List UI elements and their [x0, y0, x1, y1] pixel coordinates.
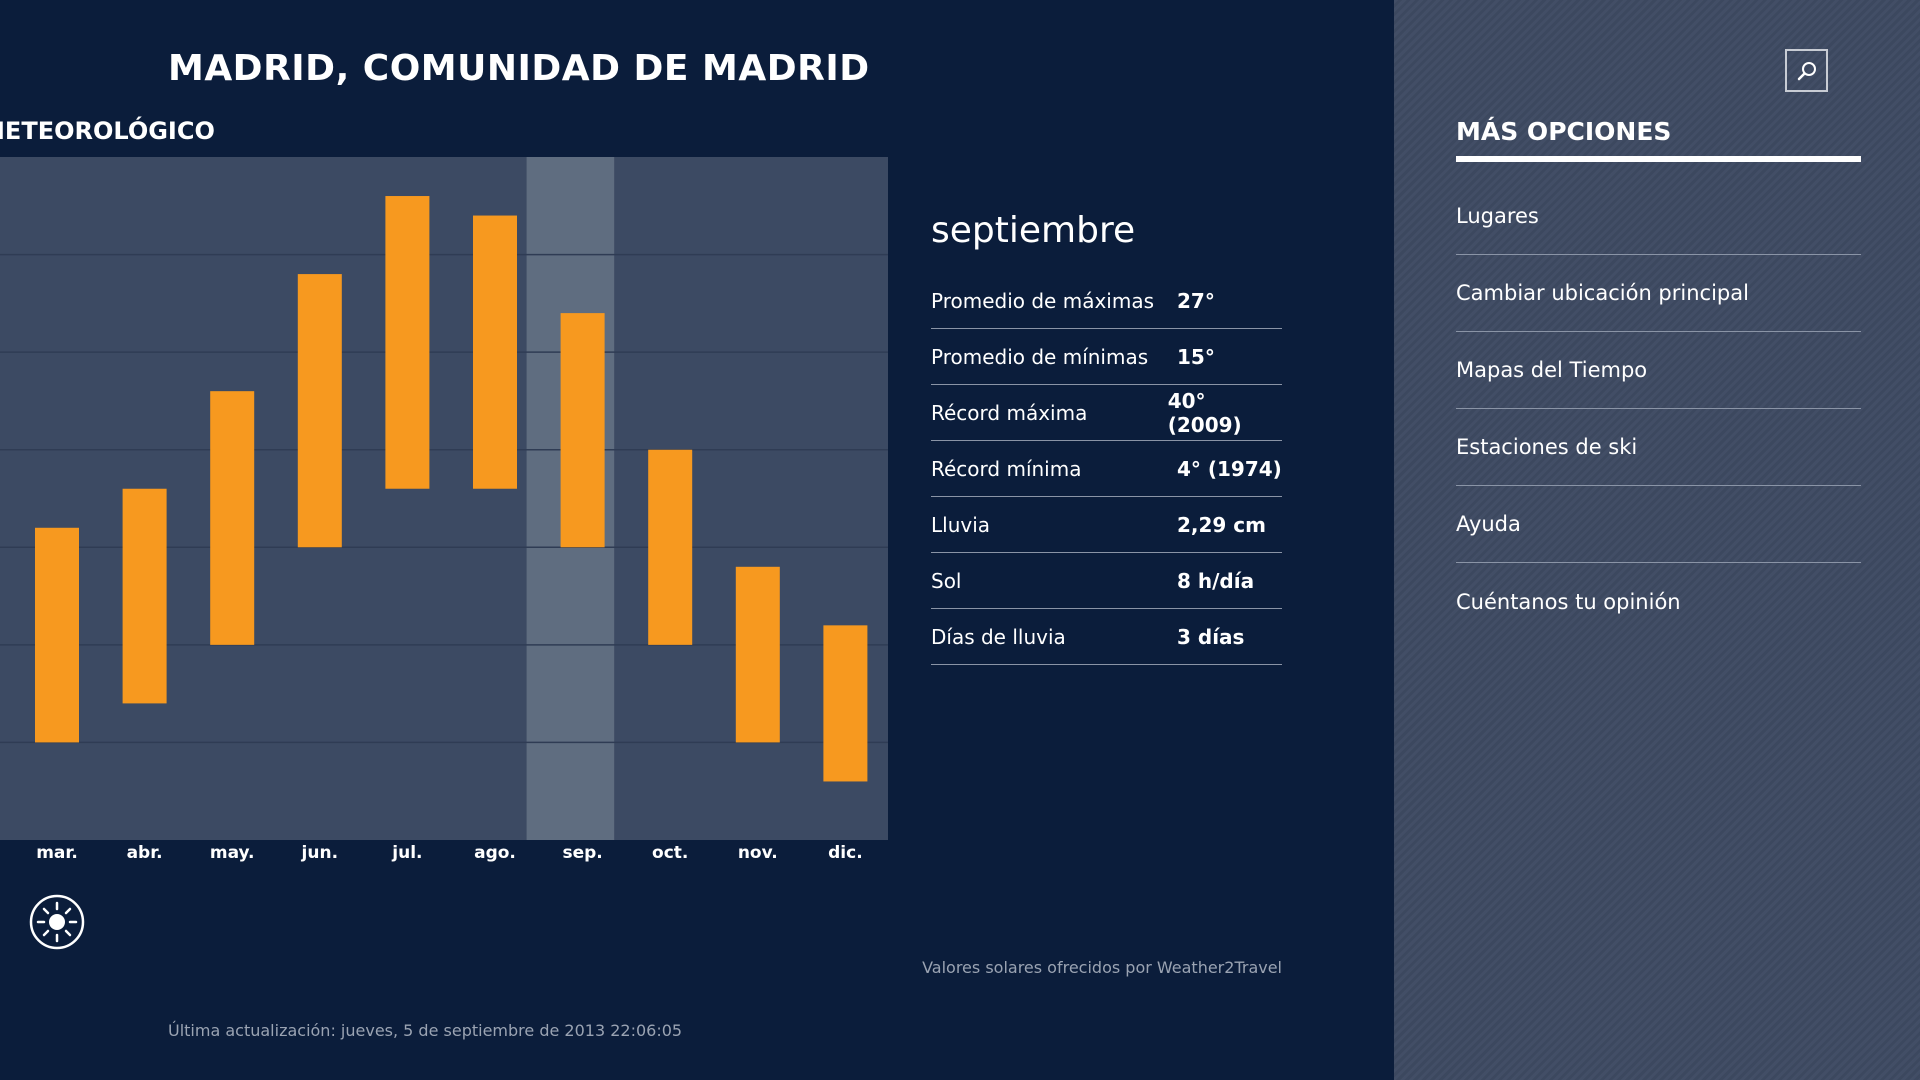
search-button[interactable]	[1785, 49, 1828, 92]
month-label[interactable]: sep.	[562, 843, 603, 863]
detail-row: Sol 8 h/día	[931, 553, 1282, 609]
sun-icon[interactable]	[29, 894, 85, 950]
month-detail: septiembre Promedio de máximas 27° Promedi…	[931, 210, 1282, 665]
bar-ago[interactable]	[473, 215, 517, 489]
credit-text: Valores solares ofrecidos por Weather2Tr…	[922, 958, 1282, 977]
month-label[interactable]: jul.	[392, 843, 423, 863]
panel-item[interactable]: Mapas del Tiempo	[1456, 332, 1861, 409]
detail-value: 2,29 cm	[1177, 512, 1267, 537]
panel-item[interactable]: Estaciones de ski	[1456, 409, 1861, 486]
month-label[interactable]: oct.	[652, 843, 689, 863]
detail-label: Sol	[931, 568, 962, 593]
page-title: MADRID, COMUNIDAD DE MADRID	[168, 48, 870, 89]
panel-item[interactable]: Lugares	[1456, 178, 1861, 255]
panel-item[interactable]: Cuéntanos tu opinión	[1456, 589, 1681, 614]
panel-title: MÁS OPCIONES	[1456, 117, 1672, 146]
detail-row: Lluvia 2,29 cm	[931, 497, 1282, 553]
search-icon	[1797, 61, 1816, 80]
bar-mar[interactable]	[35, 527, 79, 743]
detail-row: Promedio de máximas 27°	[931, 273, 1282, 329]
bar-jun[interactable]	[297, 274, 342, 548]
detail-value: 27°	[1177, 288, 1215, 313]
month-label[interactable]: ago.	[474, 843, 516, 863]
month-label[interactable]: abr.	[126, 843, 163, 863]
panel-item[interactable]: Cambiar ubicación principal	[1456, 255, 1861, 332]
detail-value: 3 días	[1177, 624, 1245, 649]
detail-label: Días de lluvia	[931, 624, 1066, 649]
temperature-chart	[0, 157, 888, 840]
detail-month: septiembre	[931, 210, 1136, 251]
bar-oct[interactable]	[648, 449, 693, 645]
bar-dic[interactable]	[823, 625, 868, 782]
detail-row: Récord mínima 4° (1974)	[931, 441, 1282, 497]
month-label[interactable]: may.	[209, 843, 255, 863]
last-updated: Última actualización: jueves, 5 de septi…	[168, 1021, 683, 1040]
bar-jul[interactable]	[385, 196, 430, 489]
panel-item[interactable]: Ayuda	[1456, 486, 1861, 563]
detail-value: 40° (2009)	[1167, 388, 1242, 437]
month-label[interactable]: jun.	[301, 843, 339, 863]
detail-label: Lluvia	[931, 512, 991, 537]
detail-label: Promedio de mínimas	[931, 344, 1149, 369]
bar-may[interactable]	[210, 391, 255, 645]
month-axis: mar. abr. may. jun. jul. ago. sep. oct. nov. dic.	[0, 843, 888, 867]
detail-row: Récord máxima 40° (2009)	[931, 385, 1282, 441]
month-label[interactable]: dic.	[828, 843, 863, 863]
options-panel: MÁS OPCIONES Lugares Cambiar ubicación pr…	[1394, 0, 1920, 1080]
detail-value: 4° (1974)	[1177, 456, 1282, 481]
detail-label: Promedio de máximas	[931, 288, 1155, 313]
section-title: IETEOROLÓGICO	[0, 117, 215, 145]
detail-row: Días de lluvia 3 días	[931, 609, 1282, 665]
month-label[interactable]: mar.	[36, 843, 78, 863]
detail-label: Récord máxima	[931, 400, 1088, 425]
bar-abr[interactable]	[122, 488, 167, 704]
month-label[interactable]: nov.	[737, 843, 778, 863]
detail-label: Récord mínima	[931, 456, 1082, 481]
detail-row: Promedio de mínimas 15°	[931, 329, 1282, 385]
detail-value: 8 h/día	[1177, 568, 1255, 593]
title-underline	[1456, 156, 1861, 162]
bar-sep[interactable]	[560, 313, 605, 548]
detail-value: 15°	[1177, 344, 1215, 369]
bar-nov[interactable]	[735, 566, 780, 743]
